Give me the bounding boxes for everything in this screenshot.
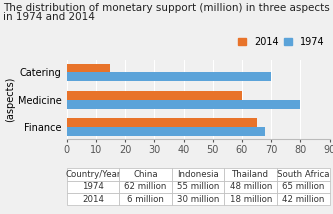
- Y-axis label: (aspects): (aspects): [5, 77, 15, 122]
- Bar: [67, 127, 265, 136]
- Bar: [67, 73, 271, 82]
- Legend: 2014, 1974: 2014, 1974: [238, 37, 325, 47]
- Bar: [67, 100, 300, 108]
- Bar: [67, 64, 111, 73]
- Text: in 1974 and 2014: in 1974 and 2014: [3, 12, 95, 22]
- Bar: [67, 118, 257, 127]
- Bar: [67, 91, 242, 100]
- Text: The distribution of monetary support (million) in three aspects: The distribution of monetary support (mi…: [3, 3, 330, 13]
